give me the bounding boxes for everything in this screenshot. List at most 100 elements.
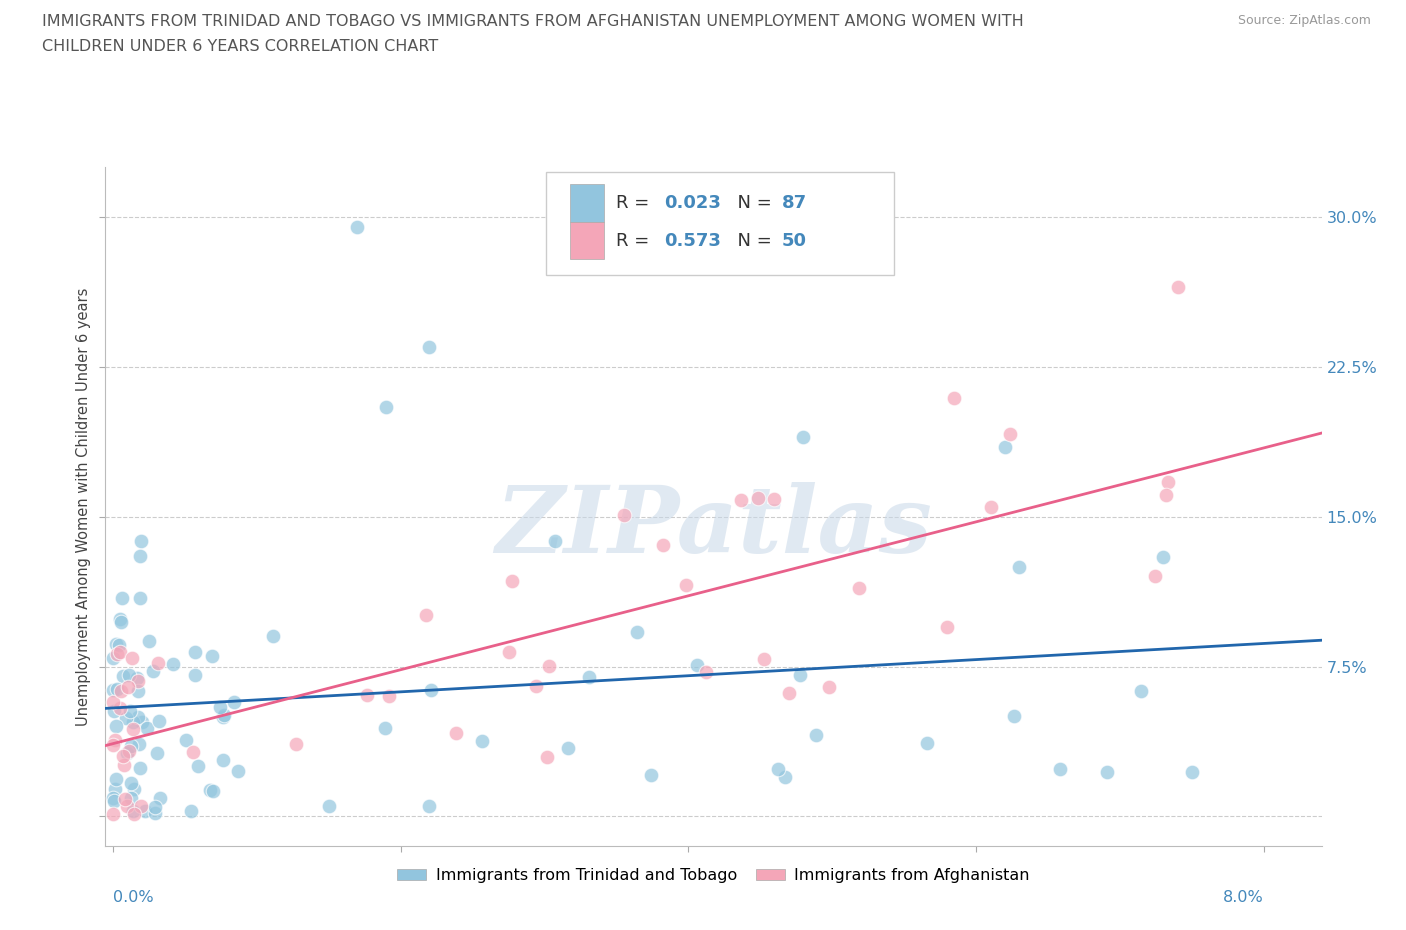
Point bbox=[127, 684, 149, 698]
Point bbox=[626, 625, 648, 640]
Text: 8.0%: 8.0% bbox=[1223, 890, 1264, 905]
Point bbox=[789, 668, 811, 683]
Point bbox=[1181, 765, 1204, 780]
Point bbox=[375, 400, 398, 415]
Point bbox=[110, 615, 132, 630]
Text: 87: 87 bbox=[782, 194, 807, 212]
Text: IMMIGRANTS FROM TRINIDAD AND TOBAGO VS IMMIGRANTS FROM AFGHANISTAN UNEMPLOYMENT : IMMIGRANTS FROM TRINIDAD AND TOBAGO VS I… bbox=[42, 14, 1024, 29]
Point bbox=[318, 799, 340, 814]
Legend: Immigrants from Trinidad and Tobago, Immigrants from Afghanistan: Immigrants from Trinidad and Tobago, Imm… bbox=[391, 861, 1036, 889]
Point bbox=[103, 790, 125, 805]
Point bbox=[184, 644, 207, 659]
Point bbox=[104, 781, 127, 796]
Point bbox=[1129, 684, 1152, 698]
Point bbox=[105, 682, 128, 697]
Text: N =: N = bbox=[725, 232, 778, 250]
Point bbox=[536, 750, 558, 764]
Point bbox=[143, 805, 166, 820]
Point bbox=[446, 725, 468, 740]
Point bbox=[763, 492, 786, 507]
Point bbox=[1097, 764, 1119, 779]
Point bbox=[121, 651, 143, 666]
Point bbox=[613, 508, 636, 523]
Point bbox=[108, 612, 131, 627]
Point bbox=[120, 739, 142, 754]
Point bbox=[118, 744, 141, 759]
Point bbox=[752, 651, 775, 666]
Point bbox=[105, 646, 128, 661]
Point bbox=[104, 733, 127, 748]
Point bbox=[848, 581, 870, 596]
Point bbox=[201, 784, 224, 799]
Point bbox=[471, 733, 494, 748]
Point bbox=[108, 644, 131, 659]
Point bbox=[766, 762, 789, 777]
Point bbox=[129, 534, 152, 549]
Point bbox=[212, 753, 235, 768]
Point bbox=[115, 746, 138, 761]
Point bbox=[184, 667, 207, 682]
Point bbox=[214, 707, 236, 722]
Point bbox=[103, 704, 125, 719]
Point bbox=[101, 683, 124, 698]
Point bbox=[730, 493, 752, 508]
Point bbox=[114, 791, 136, 806]
Point bbox=[501, 573, 523, 588]
Point bbox=[118, 667, 141, 682]
Point bbox=[773, 769, 796, 784]
Point bbox=[129, 761, 152, 776]
Point bbox=[131, 799, 153, 814]
Point bbox=[1002, 708, 1025, 723]
Point bbox=[284, 737, 307, 751]
Point bbox=[108, 700, 131, 715]
Point bbox=[1049, 762, 1071, 777]
Point bbox=[994, 440, 1017, 455]
Point bbox=[101, 651, 124, 666]
Point bbox=[108, 638, 131, 653]
Point bbox=[1157, 474, 1180, 489]
Point bbox=[943, 391, 966, 405]
Point bbox=[198, 783, 221, 798]
Point bbox=[120, 775, 142, 790]
Point bbox=[557, 740, 579, 755]
Point bbox=[498, 644, 520, 659]
Text: 0.573: 0.573 bbox=[664, 232, 720, 250]
Point bbox=[110, 684, 132, 698]
Point bbox=[120, 790, 142, 805]
Text: 0.023: 0.023 bbox=[664, 194, 720, 212]
Point bbox=[180, 804, 202, 818]
Point bbox=[675, 578, 697, 592]
Point bbox=[538, 658, 561, 673]
Point bbox=[115, 711, 138, 726]
FancyBboxPatch shape bbox=[546, 172, 894, 274]
Point bbox=[103, 794, 125, 809]
Text: R =: R = bbox=[616, 232, 655, 250]
Point bbox=[652, 538, 675, 552]
FancyBboxPatch shape bbox=[569, 221, 605, 259]
Point bbox=[418, 799, 440, 814]
Point bbox=[142, 663, 165, 678]
Point bbox=[111, 591, 134, 605]
Point bbox=[1143, 569, 1166, 584]
Point bbox=[778, 685, 800, 700]
Point bbox=[578, 670, 600, 684]
Point bbox=[524, 679, 547, 694]
Point bbox=[1152, 550, 1174, 565]
Point bbox=[346, 219, 368, 234]
Point bbox=[226, 764, 249, 778]
Point bbox=[124, 807, 146, 822]
Point bbox=[101, 695, 124, 710]
Point bbox=[136, 721, 159, 736]
Point bbox=[224, 695, 246, 710]
Point bbox=[747, 491, 769, 506]
Y-axis label: Unemployment Among Women with Children Under 6 years: Unemployment Among Women with Children U… bbox=[76, 287, 91, 726]
Point bbox=[143, 799, 166, 814]
Text: R =: R = bbox=[616, 194, 655, 212]
Point bbox=[115, 799, 138, 814]
Text: 0.0%: 0.0% bbox=[112, 890, 153, 905]
Point bbox=[129, 591, 152, 605]
Point bbox=[980, 499, 1002, 514]
Point bbox=[915, 736, 938, 751]
Point bbox=[686, 658, 709, 672]
Point bbox=[1154, 487, 1177, 502]
